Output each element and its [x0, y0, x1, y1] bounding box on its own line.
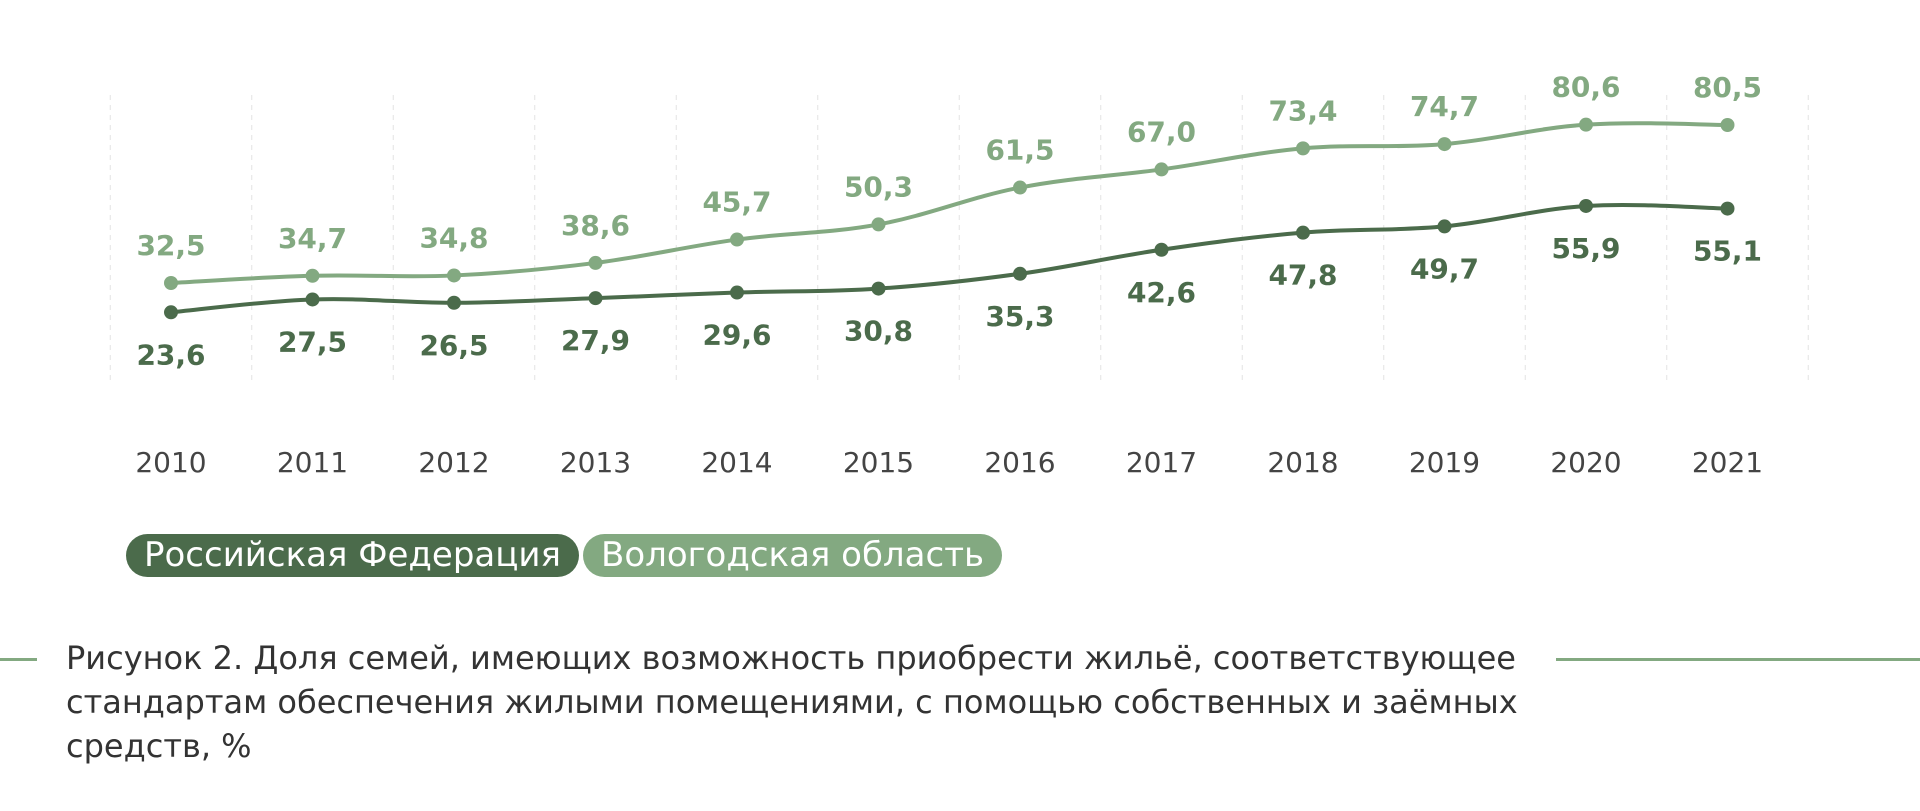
series-line-1	[169, 202, 1730, 315]
data-point	[1720, 117, 1735, 132]
data-label: 26,5	[419, 329, 488, 362]
data-point	[871, 217, 886, 232]
legend-russian-federation: Российская Федерация	[126, 534, 579, 577]
data-point	[1296, 225, 1310, 240]
data-point	[447, 268, 461, 283]
x-tick-label: 2010	[135, 446, 206, 479]
data-point	[730, 232, 744, 247]
data-point	[1437, 219, 1452, 234]
x-tick-label: 2020	[1550, 446, 1621, 479]
data-label: 61,5	[985, 134, 1054, 167]
data-label: 29,6	[702, 319, 771, 352]
x-tick-label: 2012	[418, 446, 489, 479]
line-chart: 23,6 27,5 26,5 27,9 29,6 30,8 35,3 42,6 47,8 49,7…	[109, 71, 1809, 479]
data-label: 80,5	[1693, 71, 1762, 104]
caption-rule-left	[0, 658, 37, 661]
data-label: 34,8	[419, 221, 488, 254]
data-label: 73,4	[1268, 94, 1337, 127]
x-tick-label: 2021	[1692, 446, 1763, 479]
x-tick-label: 2018	[1267, 446, 1338, 479]
x-tick-label: 2014	[701, 446, 772, 479]
data-label: 45,7	[702, 186, 771, 219]
data-label: 74,7	[1410, 90, 1479, 123]
data-point	[305, 268, 320, 283]
data-label: 38,6	[561, 209, 630, 242]
data-label: 35,3	[985, 300, 1054, 333]
data-point	[164, 305, 178, 320]
data-point	[730, 285, 744, 300]
x-tick-label: 2011	[277, 446, 348, 479]
data-point	[164, 276, 178, 291]
chart-points	[164, 117, 1735, 320]
data-label: 50,3	[844, 170, 913, 203]
data-label: 34,7	[278, 222, 347, 255]
data-label: 27,5	[278, 325, 347, 358]
figure-caption: Рисунок 2. Доля семей, имеющих возможнос…	[66, 639, 1518, 765]
data-label: 32,5	[136, 229, 205, 262]
data-point	[871, 281, 886, 296]
caption-rule-right	[1556, 658, 1920, 661]
x-tick-label: 2017	[1126, 446, 1197, 479]
chart-lines	[169, 121, 1730, 315]
data-label: 49,7	[1410, 252, 1479, 285]
x-tick-label: 2015	[843, 446, 914, 479]
data-label: 55,1	[1693, 235, 1762, 268]
data-label: 55,9	[1551, 232, 1620, 265]
data-label: 30,8	[844, 315, 913, 348]
data-point	[1013, 266, 1027, 281]
data-point	[1579, 198, 1593, 213]
data-point	[447, 295, 461, 310]
data-point	[588, 291, 603, 306]
data-point	[305, 292, 320, 307]
data-point	[1579, 117, 1593, 132]
data-point	[1013, 180, 1027, 195]
x-tick-label: 2013	[560, 446, 631, 479]
data-label: 47,8	[1268, 259, 1337, 292]
data-point	[1154, 242, 1169, 257]
data-point	[1720, 201, 1735, 216]
data-point	[1154, 162, 1169, 177]
data-label: 80,6	[1551, 71, 1620, 104]
data-point	[1296, 141, 1310, 156]
data-label: 42,6	[1127, 276, 1196, 309]
chart-data-labels: 23,6 27,5 26,5 27,9 29,6 30,8 35,3 42,6 47,8 49,7…	[136, 71, 1762, 372]
x-tick-label: 2019	[1409, 446, 1480, 479]
x-axis-ticks: 2010 2011 2012 2013 2014 2015 2016 2017 2018 2019…	[135, 446, 1763, 479]
data-label: 67,0	[1127, 115, 1196, 148]
data-label: 23,6	[136, 338, 205, 371]
x-tick-label: 2016	[984, 446, 1055, 479]
series-line-2	[169, 121, 1730, 286]
data-point	[588, 255, 603, 270]
data-point	[1437, 137, 1452, 152]
data-label: 27,9	[561, 324, 630, 357]
legend-vologda-oblast: Вологодская область	[583, 534, 1003, 577]
